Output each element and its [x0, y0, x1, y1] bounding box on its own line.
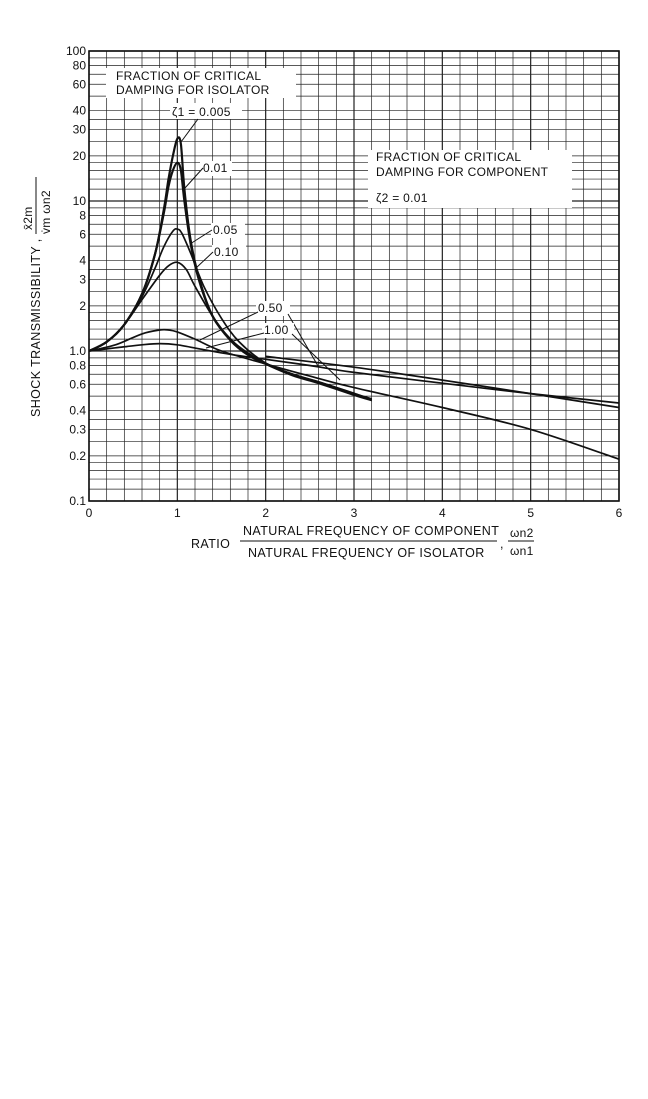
y-axis-symbol-denominator: v̇m ωn2	[39, 190, 53, 234]
plot-frame	[88, 50, 620, 502]
y-tick-label: 60	[73, 77, 87, 91]
y-axis-title: SHOCK TRANSMISSIBILITY , x̄2m v̇m ωn2	[21, 177, 53, 417]
series-curve-4	[88, 328, 620, 461]
y-tick-label: 100	[66, 44, 86, 58]
y-tick-labels: 0.1 0.2 0.3 0.4 0.6 0.81.0 2 3 4 6 810 20 30 40 60 8010…	[66, 44, 86, 508]
x-axis-numerator: NATURAL FREQUENCY OF COMPONENT	[243, 524, 499, 538]
isolator-note-line1: FRACTION OF CRITICAL	[116, 69, 261, 83]
leader-0005	[180, 118, 199, 143]
leader-100b	[291, 333, 341, 381]
y-tick-label: 30	[73, 122, 87, 136]
label-bg-100	[262, 323, 294, 338]
grid	[88, 50, 620, 502]
isolator-note-line2: DAMPING FOR ISOLATOR	[116, 83, 270, 97]
x-tick-labels: 0 1 2 3 4 5 6	[86, 506, 623, 520]
y-tick-label: 80	[73, 59, 87, 73]
curves	[88, 136, 620, 461]
x-axis-title: RATIO NATURAL FREQUENCY OF COMPONENT NAT…	[191, 524, 534, 560]
leader-010	[195, 251, 214, 269]
x-tick-label: 5	[527, 506, 534, 520]
y-tick-label: 0.4	[69, 404, 86, 418]
y-tick-label: 3	[79, 272, 86, 286]
component-note-line1: FRACTION OF CRITICAL	[376, 150, 521, 164]
component-note-box	[368, 150, 572, 208]
y-tick-label: 10	[73, 194, 87, 208]
y-tick-label: 0.2	[69, 449, 86, 463]
leader-005	[189, 229, 213, 245]
label-010: 0.10	[214, 245, 239, 259]
label-bg-005	[211, 223, 245, 238]
y-tick-label: 0.6	[69, 377, 86, 391]
x-axis-prefix: RATIO	[191, 537, 230, 551]
y-tick-label: 4	[79, 254, 86, 268]
y-tick-label: 0.1	[69, 494, 86, 508]
label-zeta1-0005: ζ1 = 0.005	[172, 105, 231, 119]
leader-100a	[205, 332, 265, 349]
x-tick-label: 1	[174, 506, 181, 520]
y-tick-label: 1.0	[69, 344, 86, 358]
x-tick-label: 0	[86, 506, 93, 520]
x-axis-separator: ,	[500, 537, 504, 551]
x-axis-denominator: NATURAL FREQUENCY OF ISOLATOR	[248, 546, 485, 560]
label-005: 0.05	[213, 223, 238, 237]
label-bg-001	[200, 161, 232, 176]
y-tick-label: 6	[79, 227, 86, 241]
y-axis-symbol-numerator: x̄2m	[21, 206, 35, 230]
series-curve-3	[88, 261, 372, 400]
y-axis-title-text: SHOCK TRANSMISSIBILITY ,	[29, 238, 43, 417]
leader-050b	[287, 313, 319, 367]
series-curve-5	[88, 342, 620, 404]
component-note-line2: DAMPING FOR COMPONENT	[376, 165, 549, 179]
label-100: 1.00	[264, 323, 289, 337]
x-tick-label: 2	[262, 506, 269, 520]
x-tick-label: 6	[616, 506, 623, 520]
isolator-note-box	[106, 68, 296, 98]
label-bg-050	[256, 301, 290, 316]
y-tick-label: 40	[73, 104, 87, 118]
x-tick-label: 3	[351, 506, 358, 520]
y-tick-label: 2	[79, 299, 86, 313]
label-bg-010	[212, 245, 246, 260]
leader-050a	[199, 311, 259, 341]
x-axis-symbol-denominator: ωn1	[510, 544, 534, 558]
label-001: 0.01	[203, 161, 228, 175]
label-bg-0005	[170, 103, 242, 119]
series-curve-6	[265, 355, 620, 409]
leader-001	[184, 167, 204, 189]
curve-labels: ζ1 = 0.005 0.01 0.05 0.10 0.50 1.00	[170, 103, 341, 381]
y-tick-label: 20	[73, 149, 87, 163]
y-tick-label: 0.8	[69, 359, 86, 373]
x-axis-symbol-numerator: ωn2	[510, 526, 534, 540]
component-zeta-label: ζ2 = 0.01	[376, 191, 428, 205]
y-tick-label: 8	[79, 209, 86, 223]
y-tick-label: 0.3	[69, 422, 86, 436]
x-tick-label: 4	[439, 506, 446, 520]
label-050: 0.50	[258, 301, 283, 315]
